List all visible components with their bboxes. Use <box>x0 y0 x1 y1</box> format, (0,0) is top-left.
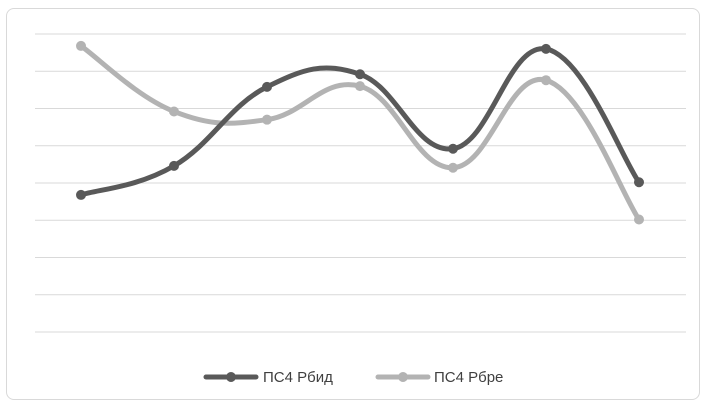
series-1 <box>76 43 644 200</box>
data-point <box>169 106 179 117</box>
data-point <box>448 143 458 154</box>
series-2 <box>76 40 644 225</box>
legend-label-series-1: ПС4 Рбид <box>263 369 333 386</box>
data-point <box>262 114 272 125</box>
legend-label-series-2: ПС4 Рбре <box>434 369 503 386</box>
data-point <box>541 75 551 86</box>
series-line <box>78 46 642 198</box>
data-point <box>169 160 179 171</box>
data-point <box>262 81 272 92</box>
series-lines <box>76 40 644 225</box>
data-point <box>448 162 458 173</box>
legend: ПС4 Рбид ПС4 Рбре <box>203 369 503 386</box>
data-point <box>355 81 365 92</box>
data-point <box>76 40 86 51</box>
legend-marker-series-2 <box>398 372 408 382</box>
legend-marker-series-1 <box>226 372 236 382</box>
data-point <box>634 177 644 188</box>
data-point <box>355 69 365 80</box>
data-point <box>541 43 551 54</box>
data-point <box>76 189 86 200</box>
data-point <box>634 214 644 225</box>
